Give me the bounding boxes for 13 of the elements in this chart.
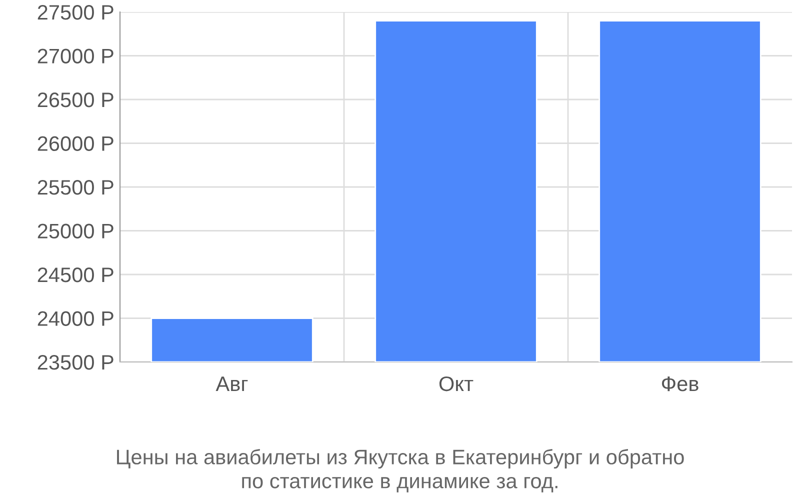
y-tick-label: 23500 Р [38,355,114,370]
y-tick-label: 25500 Р [38,180,114,195]
y-tick-label: 27000 Р [38,48,114,64]
y-tick-label: 27500 Р [38,5,114,20]
x-tick-label: Окт [439,376,474,392]
x-tick-label: Фев [662,376,698,392]
y-tick-label: 26500 Р [38,92,114,108]
y-tick-label: 24000 Р [38,311,114,326]
text: Цены на авиабилеты из Якутска в Екатеринбург и обратно по статистике в динамике за год. [117,448,684,492]
x-tick-label: Авг [216,376,248,391]
y-tick-label: 25000 Р [38,224,114,239]
y-tick-label: 26000 Р [38,136,114,152]
y-tick-label: 24500 Р [38,268,114,282]
